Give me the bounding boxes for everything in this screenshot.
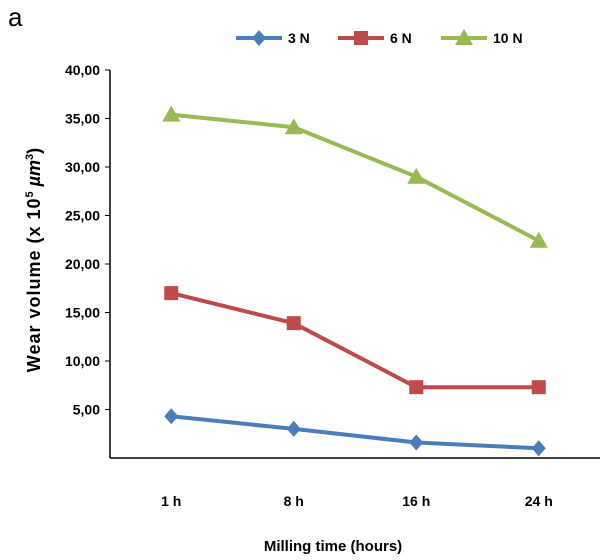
y-axis-title-close: ) — [24, 148, 44, 154]
data-point — [286, 420, 301, 437]
series-line — [170, 291, 539, 390]
legend-label: 3 N — [288, 30, 310, 46]
legend: 3 N 6 N 10 N — [236, 29, 523, 46]
data-point — [164, 286, 179, 301]
legend-item: 3 N — [236, 30, 310, 46]
y-axis-title: Wear volume (x 105 µm3) — [24, 148, 44, 372]
legend-marker — [455, 29, 473, 45]
y-tick-label: 10,00 — [65, 353, 100, 369]
y-tick-label: 30,00 — [65, 159, 100, 175]
x-axis: 1 h 8 h 16 h 24 h — [110, 457, 600, 509]
series-6n — [164, 286, 546, 395]
legend-label: 6 N — [390, 30, 412, 46]
legend-item: 10 N — [441, 29, 523, 46]
data-point — [284, 118, 303, 135]
data-point — [164, 408, 179, 425]
x-tick-label: 16 h — [402, 493, 430, 509]
data-point — [407, 167, 426, 184]
series-3n — [164, 408, 546, 457]
data-point — [409, 434, 424, 451]
data-point — [286, 316, 301, 331]
x-tick-label: 8 h — [284, 493, 304, 509]
data-point — [529, 231, 548, 248]
x-axis-title: Milling time (hours) — [264, 538, 402, 555]
data-point — [162, 105, 181, 122]
y-tick-label: 5,00 — [73, 402, 100, 418]
legend-item: 6 N — [338, 30, 412, 46]
y-tick-label: 25,00 — [65, 208, 100, 224]
series-layer — [162, 105, 548, 457]
x-tick-label: 1 h — [161, 493, 181, 509]
y-tick-label: 15,00 — [65, 305, 100, 321]
legend-label: 10 N — [493, 30, 523, 46]
data-point — [409, 380, 424, 395]
y-tick-label: 20,00 — [65, 256, 100, 272]
panel-label: a — [8, 2, 23, 32]
legend-marker — [354, 31, 368, 45]
y-axis-title-unit: µm — [24, 160, 44, 191]
y-axis-title-main: Wear volume (x 10 — [24, 197, 44, 372]
y-axis-title-unit-exp: 3 — [24, 154, 36, 160]
x-tick-label: 24 h — [525, 493, 553, 509]
y-axis-title-exp: 5 — [24, 191, 36, 197]
series-line — [171, 414, 539, 451]
data-point — [531, 440, 546, 457]
legend-marker — [252, 30, 266, 46]
series-10n — [162, 105, 548, 248]
y-tick-label: 40,00 — [65, 62, 100, 78]
y-axis: 5,00 10,00 15,00 20,00 25,00 30,00 35,00 40,00 — [65, 62, 111, 458]
y-tick-label: 35,00 — [65, 111, 100, 127]
data-point — [531, 380, 546, 395]
series-line — [171, 112, 540, 243]
